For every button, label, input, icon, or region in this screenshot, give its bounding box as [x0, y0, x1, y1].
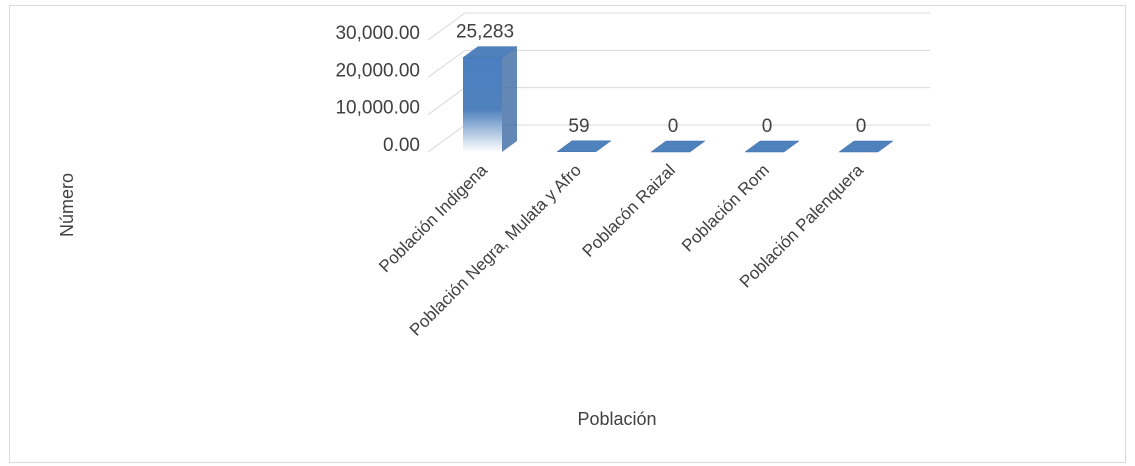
bar-face	[838, 140, 894, 153]
grid-line	[427, 12, 930, 41]
y-axis-title: Número	[57, 173, 77, 237]
bar	[462, 46, 518, 152]
data-label: 59	[568, 116, 589, 137]
y-tick-label: 0.00	[383, 135, 420, 156]
bar-face	[744, 140, 800, 153]
bar	[838, 140, 894, 153]
y-tick-label: 10,000.00	[335, 98, 420, 119]
y-tick-label: 20,000.00	[335, 60, 420, 81]
y-tick-label: 30,000.00	[335, 23, 420, 44]
data-label: 25,283	[456, 22, 514, 43]
chart-border	[9, 5, 1126, 463]
bar-face	[462, 46, 518, 58]
bar-face	[463, 57, 502, 152]
bar-face	[502, 46, 517, 152]
x-axis-title: Población	[577, 409, 656, 429]
bar-face	[650, 140, 706, 153]
x-tick-label: Poblacón Raizal	[579, 161, 679, 261]
data-label: 0	[762, 116, 773, 137]
bar	[650, 140, 706, 153]
bar	[744, 140, 800, 153]
grid-line	[427, 49, 930, 78]
bar-face	[556, 140, 612, 153]
data-label: 0	[668, 116, 679, 137]
x-tick-label: Población Negra, Mulata y Afro	[406, 161, 585, 340]
data-label: 0	[856, 116, 867, 137]
x-tick-label: Población Rom	[678, 161, 773, 256]
bar	[556, 140, 612, 153]
